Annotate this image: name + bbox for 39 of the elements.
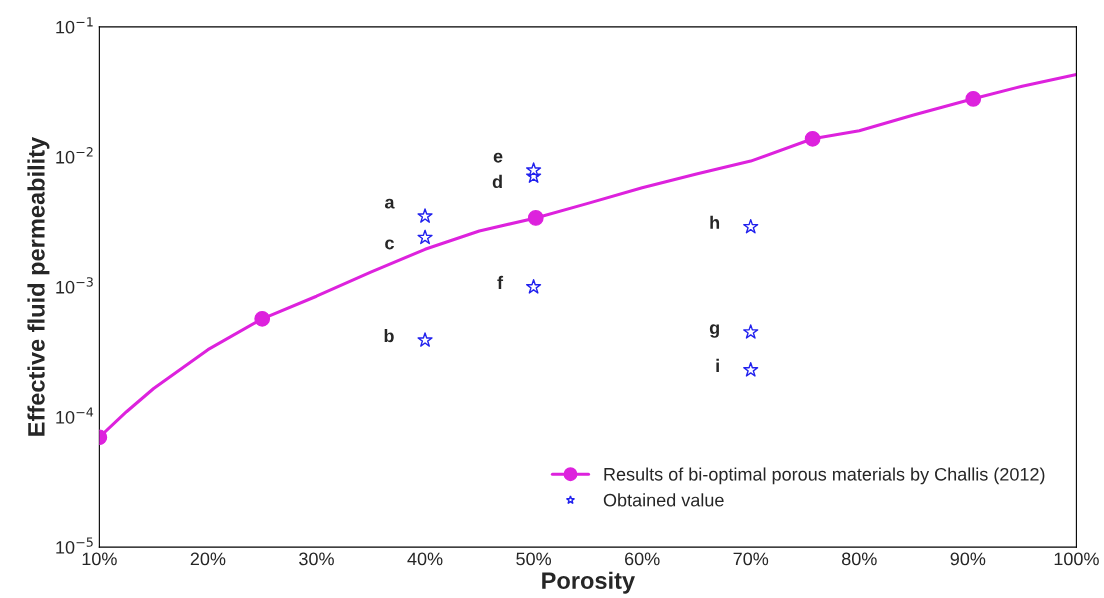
- annotation: h: [710, 215, 720, 229]
- point: [965, 90, 982, 107]
- x-tick-label: 100%: [1054, 552, 1099, 566]
- x-tick-label: 50%: [516, 552, 552, 566]
- point: [527, 210, 544, 226]
- point: [417, 208, 433, 223]
- annotation: b: [384, 329, 394, 343]
- point: [743, 362, 759, 377]
- annotation: c: [385, 239, 394, 250]
- annotation: g: [709, 324, 719, 338]
- x-tick-label: 90%: [950, 552, 986, 566]
- x-tick-label: 30%: [299, 552, 334, 566]
- y-axis-title: Effective fluid permeability: [27, 136, 50, 436]
- point: [525, 162, 542, 177]
- x-tick-label: 20%: [190, 552, 226, 566]
- y-tick-label: 10$^{−1}$: [56, 17, 93, 34]
- x-tick-label: 40%: [407, 552, 443, 566]
- point: [254, 310, 271, 327]
- annotation: e: [493, 152, 503, 163]
- annotation: f: [497, 275, 504, 289]
- x-tick-label: 10%: [82, 552, 117, 566]
- y-tick-label: 10$^{−3}$: [56, 277, 93, 294]
- y-tick-label: 10$^{−2}$: [56, 147, 93, 164]
- point: [525, 279, 542, 294]
- x-tick-label: 60%: [625, 552, 660, 566]
- point: [743, 324, 759, 339]
- x-tick-label: 70%: [733, 552, 769, 566]
- point: [417, 229, 433, 245]
- y-tick-label: 10$^{−4}$: [56, 407, 94, 424]
- legend-label: Results of bi-optimal porous materials by Challis (2012): [604, 467, 1045, 485]
- annotation: d: [492, 174, 502, 189]
- x-axis-title: Porosity: [542, 571, 635, 594]
- point: [743, 218, 759, 234]
- point: [417, 332, 433, 347]
- annotation: i: [716, 358, 719, 372]
- legend-label: Obtained value: [603, 493, 724, 507]
- x-tick-label: 80%: [842, 552, 877, 566]
- annotation: a: [384, 198, 395, 209]
- point: [804, 130, 821, 147]
